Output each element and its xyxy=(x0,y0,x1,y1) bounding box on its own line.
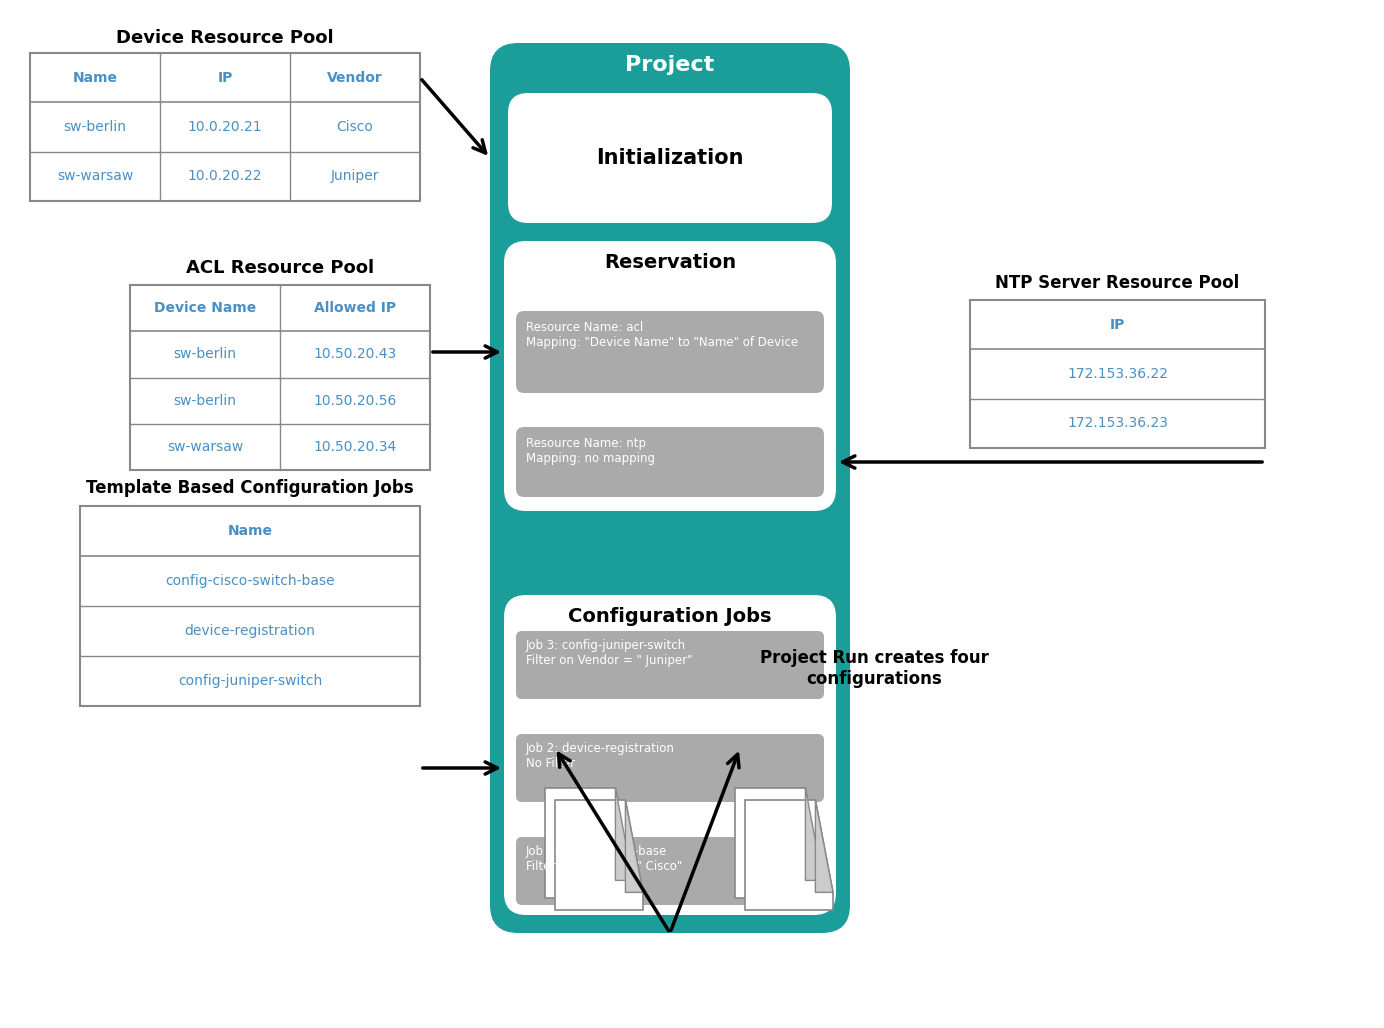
Text: Device Resource Pool: Device Resource Pool xyxy=(116,29,334,47)
FancyBboxPatch shape xyxy=(504,595,836,915)
Text: device-registration: device-registration xyxy=(184,624,316,638)
Text: Name: Name xyxy=(72,71,118,84)
Polygon shape xyxy=(555,800,644,910)
Text: Name: Name xyxy=(227,524,273,538)
Polygon shape xyxy=(805,788,823,880)
Polygon shape xyxy=(735,788,823,898)
Text: Job 2: device-registration
No Filter: Job 2: device-registration No Filter xyxy=(526,742,675,770)
Text: NTP Server Resource Pool: NTP Server Resource Pool xyxy=(995,274,1240,292)
Text: 172.153.36.23: 172.153.36.23 xyxy=(1067,416,1168,431)
FancyBboxPatch shape xyxy=(508,93,832,223)
FancyBboxPatch shape xyxy=(516,837,823,905)
Text: Initialization: Initialization xyxy=(597,148,743,168)
Polygon shape xyxy=(626,800,644,892)
Text: Job 3: config-juniper-switch
Filter on Vendor = " Juniper": Job 3: config-juniper-switch Filter on V… xyxy=(526,639,692,667)
FancyBboxPatch shape xyxy=(80,506,419,706)
FancyBboxPatch shape xyxy=(516,631,823,699)
Text: 10.50.20.43: 10.50.20.43 xyxy=(313,347,397,362)
Polygon shape xyxy=(616,788,632,880)
Text: 10.50.20.34: 10.50.20.34 xyxy=(313,440,397,454)
Text: 10.0.20.22: 10.0.20.22 xyxy=(188,170,262,183)
Text: Vendor: Vendor xyxy=(327,71,383,84)
Polygon shape xyxy=(815,800,833,892)
Text: ACL Resource Pool: ACL Resource Pool xyxy=(185,259,374,277)
Text: config-juniper-switch: config-juniper-switch xyxy=(179,674,322,688)
Polygon shape xyxy=(545,788,632,898)
Text: Resource Name: ntp
Mapping: no mapping: Resource Name: ntp Mapping: no mapping xyxy=(526,437,655,465)
Text: 10.0.20.21: 10.0.20.21 xyxy=(188,120,263,134)
Polygon shape xyxy=(745,800,833,910)
Text: Project: Project xyxy=(626,56,714,75)
FancyBboxPatch shape xyxy=(516,427,823,497)
Text: Configuration Jobs: Configuration Jobs xyxy=(569,608,772,626)
Text: Job 1: cisco-switch-base
Filter on Vendor = " Cisco": Job 1: cisco-switch-base Filter on Vendo… xyxy=(526,845,682,873)
Text: Juniper: Juniper xyxy=(331,170,379,183)
Text: sw-berlin: sw-berlin xyxy=(64,120,126,134)
Text: Reservation: Reservation xyxy=(603,254,736,272)
Text: Device Name: Device Name xyxy=(154,301,256,316)
Text: Project Run creates four
configurations: Project Run creates four configurations xyxy=(760,650,990,688)
Text: sw-warsaw: sw-warsaw xyxy=(57,170,133,183)
FancyBboxPatch shape xyxy=(490,43,850,933)
Text: sw-warsaw: sw-warsaw xyxy=(167,440,244,454)
Text: Template Based Configuration Jobs: Template Based Configuration Jobs xyxy=(86,479,414,497)
Text: Resource Name: acl
Mapping: "Device Name" to "Name" of Device: Resource Name: acl Mapping: "Device Name… xyxy=(526,321,799,348)
Text: config-cisco-switch-base: config-cisco-switch-base xyxy=(165,574,335,588)
Text: Allowed IP: Allowed IP xyxy=(314,301,396,316)
FancyBboxPatch shape xyxy=(30,53,419,201)
Text: sw-berlin: sw-berlin xyxy=(173,347,237,362)
Text: sw-berlin: sw-berlin xyxy=(173,394,237,408)
Text: IP: IP xyxy=(217,71,233,84)
Text: 172.153.36.22: 172.153.36.22 xyxy=(1067,367,1168,381)
FancyBboxPatch shape xyxy=(970,300,1265,448)
Text: IP: IP xyxy=(1110,318,1125,332)
Text: Cisco: Cisco xyxy=(336,120,374,134)
FancyBboxPatch shape xyxy=(504,241,836,511)
FancyBboxPatch shape xyxy=(516,311,823,393)
FancyBboxPatch shape xyxy=(516,734,823,802)
Text: 10.50.20.56: 10.50.20.56 xyxy=(313,394,397,408)
FancyBboxPatch shape xyxy=(130,285,430,470)
